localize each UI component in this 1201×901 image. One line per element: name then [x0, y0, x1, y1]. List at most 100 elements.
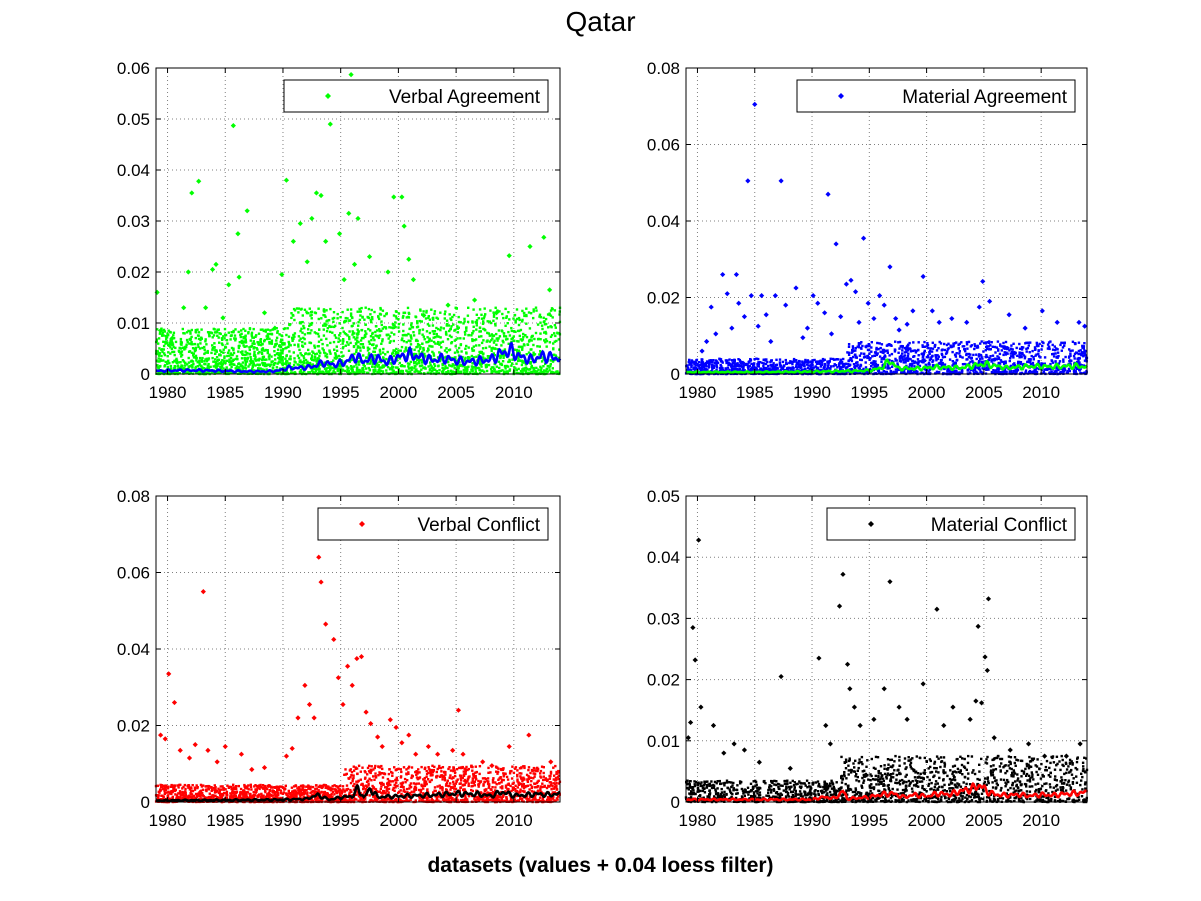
data-point — [771, 364, 775, 367]
data-point — [157, 367, 160, 370]
data-point — [1082, 345, 1086, 348]
data-point — [898, 340, 902, 344]
data-point — [338, 334, 341, 337]
data-point — [239, 351, 243, 354]
data-point — [979, 353, 983, 357]
data-point — [241, 372, 244, 375]
data-point — [420, 358, 424, 362]
data-point — [441, 362, 444, 366]
y-tick-label: 0.02 — [117, 263, 150, 282]
data-point — [534, 331, 538, 335]
data-point — [973, 371, 977, 375]
data-point — [406, 256, 412, 262]
data-point — [536, 338, 540, 341]
data-point — [168, 330, 172, 334]
data-point — [414, 353, 418, 356]
data-point — [478, 772, 481, 776]
data-point — [492, 319, 495, 322]
data-point — [856, 363, 859, 367]
data-point — [998, 371, 1001, 374]
data-point — [232, 347, 235, 350]
data-point — [348, 360, 351, 363]
data-point — [416, 339, 419, 343]
data-point — [503, 354, 506, 357]
data-point — [306, 362, 309, 365]
data-point — [406, 362, 410, 365]
data-point — [424, 367, 427, 370]
data-point — [323, 314, 326, 317]
data-point — [169, 352, 172, 355]
data-point — [490, 371, 494, 374]
data-point — [314, 311, 318, 315]
data-point — [1076, 357, 1079, 360]
data-point — [1062, 358, 1065, 361]
data-point — [721, 368, 725, 372]
data-point — [1035, 371, 1038, 374]
data-point — [427, 315, 430, 318]
data-point — [358, 369, 361, 373]
data-point — [955, 370, 958, 374]
data-point — [293, 332, 297, 335]
data-point — [977, 355, 981, 358]
data-point — [475, 328, 478, 331]
data-point — [249, 360, 252, 363]
data-point — [182, 360, 186, 363]
data-point — [189, 371, 193, 374]
data-point — [287, 362, 290, 366]
data-point — [249, 339, 252, 342]
data-point — [403, 800, 406, 803]
data-point — [263, 364, 267, 368]
data-point — [298, 321, 302, 325]
data-point — [372, 350, 375, 353]
data-point — [469, 371, 472, 374]
data-point — [187, 361, 191, 364]
data-point — [253, 357, 256, 361]
data-point — [724, 291, 730, 297]
data-point — [159, 358, 162, 361]
data-point — [546, 370, 549, 373]
data-point — [720, 271, 726, 278]
data-point — [342, 338, 345, 341]
data-point — [772, 367, 776, 370]
data-point — [211, 346, 215, 350]
data-point — [248, 327, 252, 330]
data-point — [991, 354, 995, 357]
data-point — [843, 281, 849, 287]
data-point — [855, 355, 858, 358]
x-tick-label: 1985 — [736, 383, 774, 402]
data-point — [528, 361, 532, 364]
data-point — [553, 324, 557, 327]
data-point — [511, 765, 514, 768]
data-point — [317, 317, 320, 321]
data-point — [345, 788, 348, 791]
data-point — [467, 346, 470, 349]
data-point — [1063, 367, 1066, 370]
data-point — [1075, 351, 1079, 355]
data-point — [163, 352, 166, 355]
data-point — [410, 337, 413, 340]
data-point — [173, 359, 176, 363]
data-point — [499, 362, 502, 366]
data-point — [363, 335, 367, 338]
data-point — [1019, 351, 1022, 355]
data-point — [521, 309, 524, 313]
data-point — [804, 358, 807, 362]
data-point — [812, 366, 815, 369]
data-point — [232, 348, 235, 352]
data-point — [480, 335, 483, 338]
data-point — [381, 370, 385, 373]
data-point — [1027, 344, 1030, 347]
data-point — [432, 368, 435, 372]
data-point — [358, 371, 361, 374]
data-point — [426, 796, 429, 800]
data-point — [948, 358, 952, 361]
data-point — [538, 313, 542, 316]
data-point — [410, 366, 413, 369]
data-point — [367, 366, 370, 370]
data-point — [176, 364, 179, 367]
data-point — [298, 360, 301, 363]
data-point — [308, 307, 311, 310]
data-point — [355, 767, 359, 770]
data-point — [318, 328, 321, 331]
data-point — [216, 364, 219, 368]
